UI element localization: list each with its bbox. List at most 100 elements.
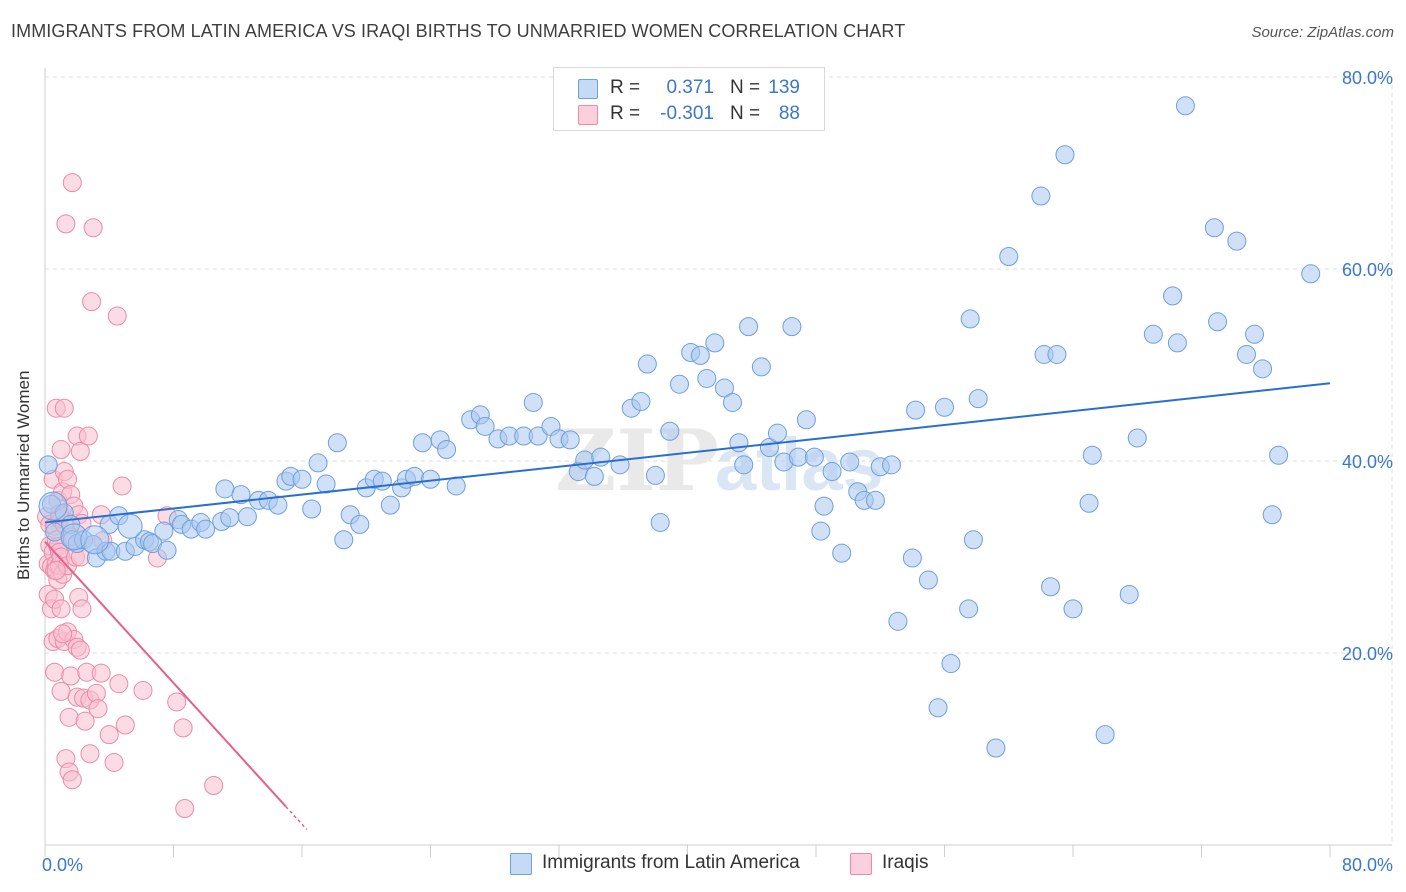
latin-america-point <box>1253 359 1273 379</box>
iraqis-point <box>109 674 129 694</box>
latin-america-point <box>302 499 322 519</box>
latin-america-point <box>1047 344 1067 364</box>
y-tick-label: 80.0% <box>1342 68 1393 88</box>
latin-america-point <box>1055 145 1075 165</box>
chart-title: IMMIGRANTS FROM LATIN AMERICA VS IRAQI B… <box>11 21 906 41</box>
latin-america-point <box>80 525 110 555</box>
iraqis-points <box>37 173 224 819</box>
iraqis-point <box>80 744 100 764</box>
latin-america-point <box>215 479 235 499</box>
latin-america-point <box>1269 445 1289 465</box>
legend-row-iraqis: R = -0.301 N = 88 <box>554 101 824 127</box>
latin-america-point <box>575 450 595 470</box>
legend-label: Immigrants from Latin America <box>542 852 800 873</box>
legend-n-label: N = <box>730 77 761 98</box>
latin-america-point <box>38 491 68 521</box>
legend-swatch-pink <box>578 105 598 125</box>
latin-america-point <box>157 540 177 560</box>
latin-america-point <box>690 345 710 365</box>
latin-america-point <box>446 476 466 496</box>
latin-america-point <box>316 474 336 494</box>
iraqis-point <box>59 707 79 727</box>
latin-america-point <box>637 354 657 374</box>
source-label: Source: ZipAtlas.com <box>1251 24 1394 41</box>
iraqis-point <box>83 218 103 238</box>
latin-america-point <box>714 378 734 398</box>
latin-america-point <box>1031 186 1051 206</box>
latin-america-point <box>334 530 354 550</box>
iraqis-point <box>75 711 95 731</box>
latin-america-point <box>865 490 885 510</box>
latin-america-point <box>660 421 680 441</box>
latin-america-point <box>237 507 257 527</box>
latin-america-point <box>1082 445 1102 465</box>
latin-america-point <box>1119 584 1139 604</box>
latin-america-point <box>1063 599 1083 619</box>
latin-america-point <box>941 654 961 674</box>
latin-america-point <box>918 570 938 590</box>
iraqis-point <box>78 426 98 446</box>
latin-america-point <box>1262 505 1282 525</box>
latin-america-point <box>528 426 548 446</box>
latin-america-point <box>729 433 749 453</box>
latin-america-point <box>782 317 802 337</box>
iraqis-point <box>107 306 127 326</box>
y-tick-label: 40.0% <box>1342 452 1393 472</box>
legend-r-value: 0.371 <box>666 77 714 98</box>
latin-america-point <box>1208 312 1228 332</box>
latin-america-point <box>1143 324 1163 344</box>
iraqis-point <box>72 599 92 619</box>
iraqis-point <box>62 770 82 790</box>
iraqis-point <box>45 662 65 682</box>
iraqis-point <box>99 725 119 745</box>
iraqis-point <box>51 599 71 619</box>
latin-america-point <box>231 485 251 505</box>
legend-swatch-blue <box>578 79 598 99</box>
latin-america-point <box>832 543 852 563</box>
latin-america-point <box>584 466 604 486</box>
latin-america-point <box>804 447 824 467</box>
latin-america-point <box>739 317 759 337</box>
latin-america-point <box>788 447 808 467</box>
latin-america-point <box>412 433 432 453</box>
latin-america-point <box>437 439 457 459</box>
legend-r-value: -0.301 <box>660 103 714 124</box>
x-tick-label: 0.0% <box>42 855 83 875</box>
legend-n-value: 139 <box>768 77 800 98</box>
iraqis-point <box>61 666 81 686</box>
latin-america-point <box>959 599 979 619</box>
legend-n-value: 88 <box>778 103 800 124</box>
legend-label: Iraqis <box>882 852 929 873</box>
latin-america-point <box>935 397 954 417</box>
legend-r-label: R = <box>610 77 641 98</box>
latin-america-point <box>154 521 174 541</box>
iraqis-point <box>51 681 71 701</box>
iraqis-point <box>70 640 90 660</box>
iraqis-point <box>70 441 90 461</box>
latin-america-point <box>645 465 665 485</box>
latin-america-point <box>1095 725 1115 745</box>
latin-america-point <box>960 309 980 329</box>
iraqis-point <box>91 663 111 683</box>
latin-america-point <box>722 392 742 412</box>
latin-america-point <box>968 389 988 409</box>
iraqis-point <box>62 173 82 193</box>
iraqis-point <box>53 624 73 644</box>
iraqis-point <box>82 292 102 312</box>
iraqis-point <box>133 680 153 700</box>
latin-america-point <box>560 430 580 450</box>
latin-america-point <box>1245 324 1265 344</box>
latin-america-point <box>220 508 240 528</box>
latin-america-point <box>999 247 1019 267</box>
legend-swatch-blue <box>510 853 532 875</box>
latin-america-point <box>380 495 400 515</box>
iraqis-point <box>56 214 76 234</box>
y-tick-label: 20.0% <box>1342 644 1393 664</box>
latin-america-point <box>1167 333 1187 353</box>
latin-america-point <box>751 357 771 377</box>
latin-america-point <box>117 513 143 539</box>
latin-america-point <box>475 416 495 436</box>
latin-america-trend-line <box>44 382 1331 524</box>
latin-america-point <box>1127 428 1147 448</box>
